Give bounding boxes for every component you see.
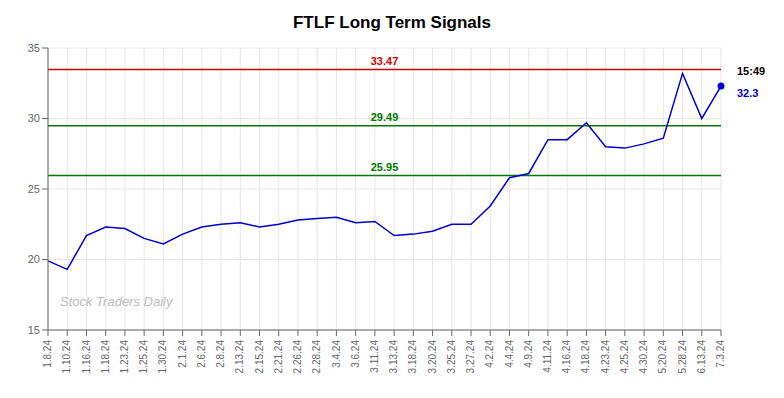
svg-text:25: 25 [28,183,40,195]
svg-text:2.1.24: 2.1.24 [177,340,188,368]
svg-text:1.8.24: 1.8.24 [42,340,53,368]
html-text:Stock Traders Daily: Stock Traders Daily [60,294,173,309]
svg-text:1.16.24: 1.16.24 [81,340,92,374]
svg-text:1.30.24: 1.30.24 [157,340,168,374]
svg-text:5.20.24: 5.20.24 [657,340,668,374]
svg-text:4.25.24: 4.25.24 [619,340,630,374]
svg-text:3.6.24: 3.6.24 [350,340,361,368]
svg-text:4.4.24: 4.4.24 [504,340,515,368]
svg-text:3.25.24: 3.25.24 [446,340,457,374]
svg-text:4.18.24: 4.18.24 [581,340,592,374]
svg-text:1.18.24: 1.18.24 [100,340,111,374]
svg-text:3.11.24: 3.11.24 [369,340,380,373]
svg-text:3.13.24: 3.13.24 [388,340,399,374]
svg-text:2.15.24: 2.15.24 [254,340,265,374]
svg-text:1.23.24: 1.23.24 [119,340,130,374]
svg-text:29.49: 29.49 [371,111,399,123]
svg-text:3.18.24: 3.18.24 [407,340,418,374]
svg-text:5.28.24: 5.28.24 [677,340,688,374]
svg-text:30: 30 [28,112,40,124]
html-text:FTLF Long Term Signals: FTLF Long Term Signals [293,13,491,32]
svg-text:2.13.24: 2.13.24 [234,340,245,374]
svg-text:4.30.24: 4.30.24 [638,340,649,374]
svg-text:2.8.24: 2.8.24 [215,340,226,368]
svg-text:15:49: 15:49 [737,65,765,77]
svg-text:4.2.24: 4.2.24 [484,340,495,368]
svg-text:2.6.24: 2.6.24 [196,340,207,368]
svg-text:3.20.24: 3.20.24 [427,340,438,374]
svg-text:33.47: 33.47 [371,55,399,67]
svg-text:25.95: 25.95 [371,161,399,173]
svg-text:1.25.24: 1.25.24 [138,340,149,374]
svg-text:3.27.24: 3.27.24 [465,340,476,374]
svg-text:4.11.24: 4.11.24 [542,340,553,373]
svg-text:4.9.24: 4.9.24 [523,340,534,368]
svg-text:20: 20 [28,253,40,265]
svg-text:6.13.24: 6.13.24 [696,340,707,374]
svg-text:2.21.24: 2.21.24 [273,340,284,374]
svg-text:4.23.24: 4.23.24 [600,340,611,374]
svg-text:1.10.24: 1.10.24 [61,340,72,374]
svg-text:4.16.24: 4.16.24 [561,340,572,374]
svg-text:7.3.24: 7.3.24 [715,340,726,368]
svg-text:32.3: 32.3 [737,87,758,99]
svg-text:15: 15 [28,324,40,336]
svg-text:2.26.24: 2.26.24 [292,340,303,374]
svg-text:2.28.24: 2.28.24 [311,340,322,374]
svg-text:3.4.24: 3.4.24 [331,340,342,368]
svg-text:35: 35 [28,42,40,54]
